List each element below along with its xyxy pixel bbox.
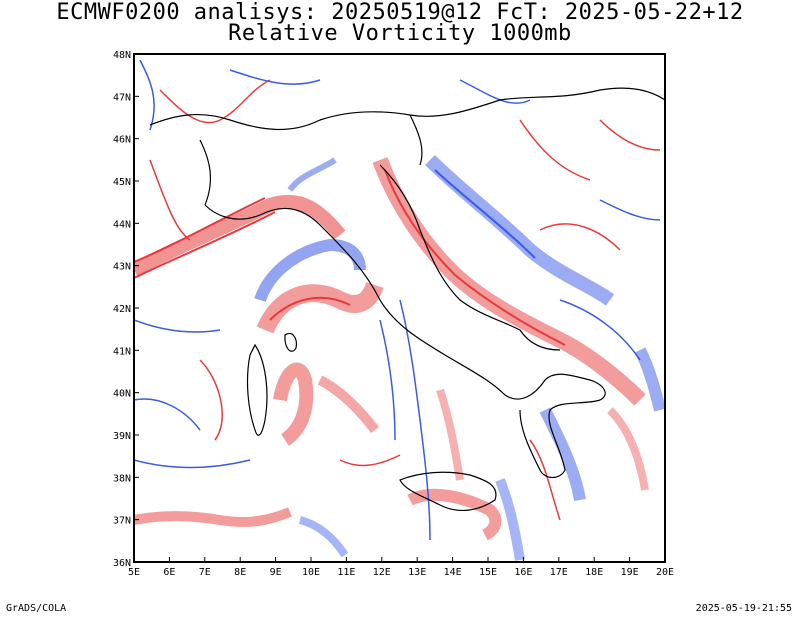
lat-tick-label: 36N xyxy=(113,558,131,569)
lat-tick-label: 48N xyxy=(113,50,131,61)
coastlines xyxy=(149,87,665,512)
lat-tick-label: 47N xyxy=(113,92,131,103)
latitude-axis: 36N 37N 38N 39N 40N 41N 42N 43N 44N 45N 46N 47N 48N xyxy=(113,50,139,569)
lat-tick-label: 45N xyxy=(113,177,131,188)
render-timestamp: 2025-05-19-21:55 xyxy=(695,603,792,614)
lon-tick-label: 9E xyxy=(270,567,282,578)
lon-tick-label: 10E xyxy=(302,567,320,578)
lat-tick-label: 41N xyxy=(113,346,131,357)
lon-tick-label: 7E xyxy=(199,567,211,578)
software-credit: GrADS/COLA xyxy=(6,603,67,614)
lon-tick-label: 8E xyxy=(234,567,246,578)
lat-tick-label: 38N xyxy=(113,473,131,484)
negative-vorticity-contours xyxy=(134,59,665,561)
map-subtitle: Relative Vorticity 1000mb xyxy=(228,21,572,46)
lon-tick-label: 12E xyxy=(373,567,391,578)
lon-tick-label: 11E xyxy=(337,567,355,578)
lat-tick-label: 46N xyxy=(113,135,131,146)
lon-tick-label: 5E xyxy=(128,567,140,578)
lon-tick-label: 6E xyxy=(163,567,175,578)
lat-tick-label: 40N xyxy=(113,389,131,400)
lat-tick-label: 43N xyxy=(113,262,131,273)
lon-tick-label: 18E xyxy=(585,567,603,578)
contour-field xyxy=(134,59,665,561)
lat-tick-label: 37N xyxy=(113,516,131,527)
plot-background xyxy=(134,54,665,562)
map-title: ECMWF0200 analisys: 20250519@12 FcT: 202… xyxy=(56,0,744,25)
lat-tick-label: 42N xyxy=(113,304,131,315)
lon-tick-label: 19E xyxy=(621,567,639,578)
lon-tick-label: 16E xyxy=(514,567,532,578)
lon-tick-label: 14E xyxy=(444,567,462,578)
lon-tick-label: 17E xyxy=(550,567,568,578)
lat-tick-label: 39N xyxy=(113,431,131,442)
lon-tick-label: 13E xyxy=(408,567,426,578)
lon-tick-label: 20E xyxy=(656,567,674,578)
lat-tick-label: 44N xyxy=(113,219,131,230)
lon-tick-label: 15E xyxy=(479,567,497,578)
longitude-axis: 5E 6E 7E 8E 9E 10E 11E 12E 13E 14E 15E 16E 17E 18E 19E… xyxy=(128,557,674,578)
